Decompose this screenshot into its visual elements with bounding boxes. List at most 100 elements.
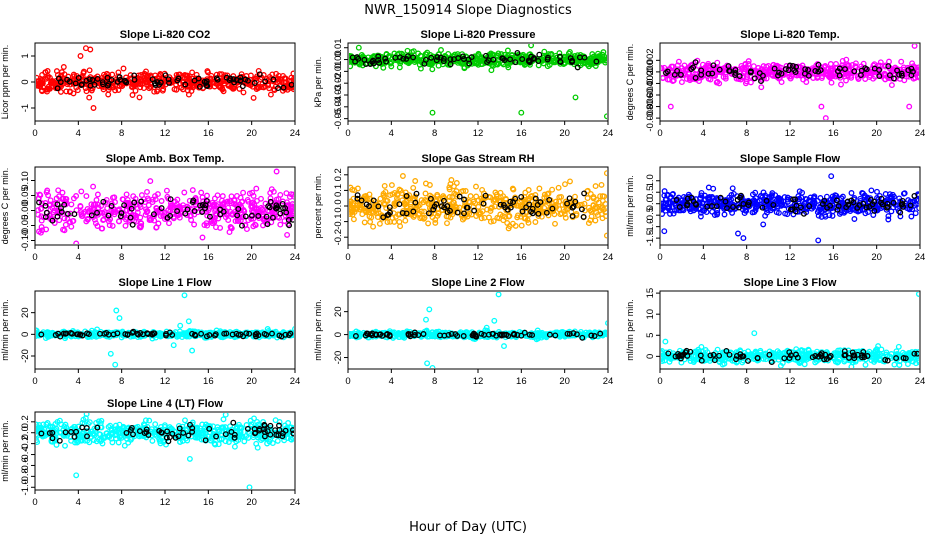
reference-point [262,78,269,85]
reference-point [817,67,824,74]
x-tick-label: 12 [160,252,171,263]
y-tick-label: -0.05 [333,108,344,130]
data-point [290,204,294,211]
data-point [289,201,294,208]
data-point [147,83,154,90]
data-point [446,194,453,200]
data-point [39,77,46,84]
data-point [283,190,290,197]
x-tick-label: 4 [389,376,394,387]
reference-point [248,212,255,219]
reference-point [263,213,270,220]
data-point [98,225,105,232]
reference-point [369,58,376,65]
data-point [445,50,452,57]
reference-point [38,331,45,338]
data-point [415,50,422,57]
reference-point [349,54,356,61]
x-tick-label: 12 [473,252,484,263]
data-point [37,192,44,199]
data-point [188,217,195,223]
reference-point [465,56,472,63]
reference-point [129,221,136,228]
reference-point [497,201,504,208]
data-point [742,80,749,87]
data-point [83,88,90,95]
x-tick-label: 8 [119,252,124,263]
data-point [500,217,507,224]
data-point [474,53,481,60]
reference-point [264,221,271,228]
reference-point [792,208,799,215]
data-point [540,199,547,206]
reference-point [273,205,280,212]
reference-point [246,330,253,337]
reference-point [593,58,600,65]
data-point [36,331,41,338]
reference-point [708,203,715,210]
data-point [38,224,45,230]
reference-point [858,67,865,74]
data-point [349,63,354,70]
data-point [885,216,892,223]
x-tick-label: 8 [119,128,124,139]
reference-point [405,332,412,338]
reference-point [709,70,716,77]
reference-point [523,204,530,211]
reference-point [277,210,284,217]
reference-point [410,208,417,215]
reference-point [131,199,138,206]
data-point [424,49,431,56]
data-point [221,80,228,87]
data-point [208,72,215,79]
data-point [485,193,492,200]
data-point [156,73,163,80]
reference-point [412,331,418,338]
x-tick-label: 16 [203,128,214,139]
data-point [877,59,884,66]
data-point [86,67,93,74]
data-point [350,216,357,223]
data-point [191,221,198,228]
data-point [775,75,782,82]
data-point [775,194,782,201]
reference-point [851,68,858,75]
data-point [152,196,159,203]
reference-point [49,217,56,224]
reference-point [163,332,169,339]
reference-point [716,66,723,73]
outlier-point [86,94,93,101]
reference-point [289,216,294,223]
data-point [84,216,91,223]
data-point [555,184,562,191]
data-point [815,212,822,219]
data-point [91,332,98,339]
reference-point [911,192,918,199]
reference-point [471,207,478,214]
x-tick-label: 8 [744,252,749,263]
data-point [541,194,548,201]
reference-point [570,330,577,337]
data-point [91,216,98,223]
reference-point [526,201,533,208]
reference-point [736,73,743,80]
data-point [399,197,406,204]
data-point [122,222,129,229]
data-point [677,207,684,214]
data-point [434,193,441,200]
data-point [74,87,81,94]
reference-point [202,205,208,212]
data-point [356,61,363,68]
data-point [291,75,294,82]
data-point [216,71,223,78]
x-tick-label: 8 [432,128,437,139]
data-point [520,205,527,212]
data-point [698,189,705,196]
reference-point [437,54,444,61]
data-point [778,79,785,86]
outlier-point [735,230,741,237]
reference-point [908,72,915,79]
data-point [78,188,85,195]
data-point [839,57,846,64]
data-point [525,219,532,226]
